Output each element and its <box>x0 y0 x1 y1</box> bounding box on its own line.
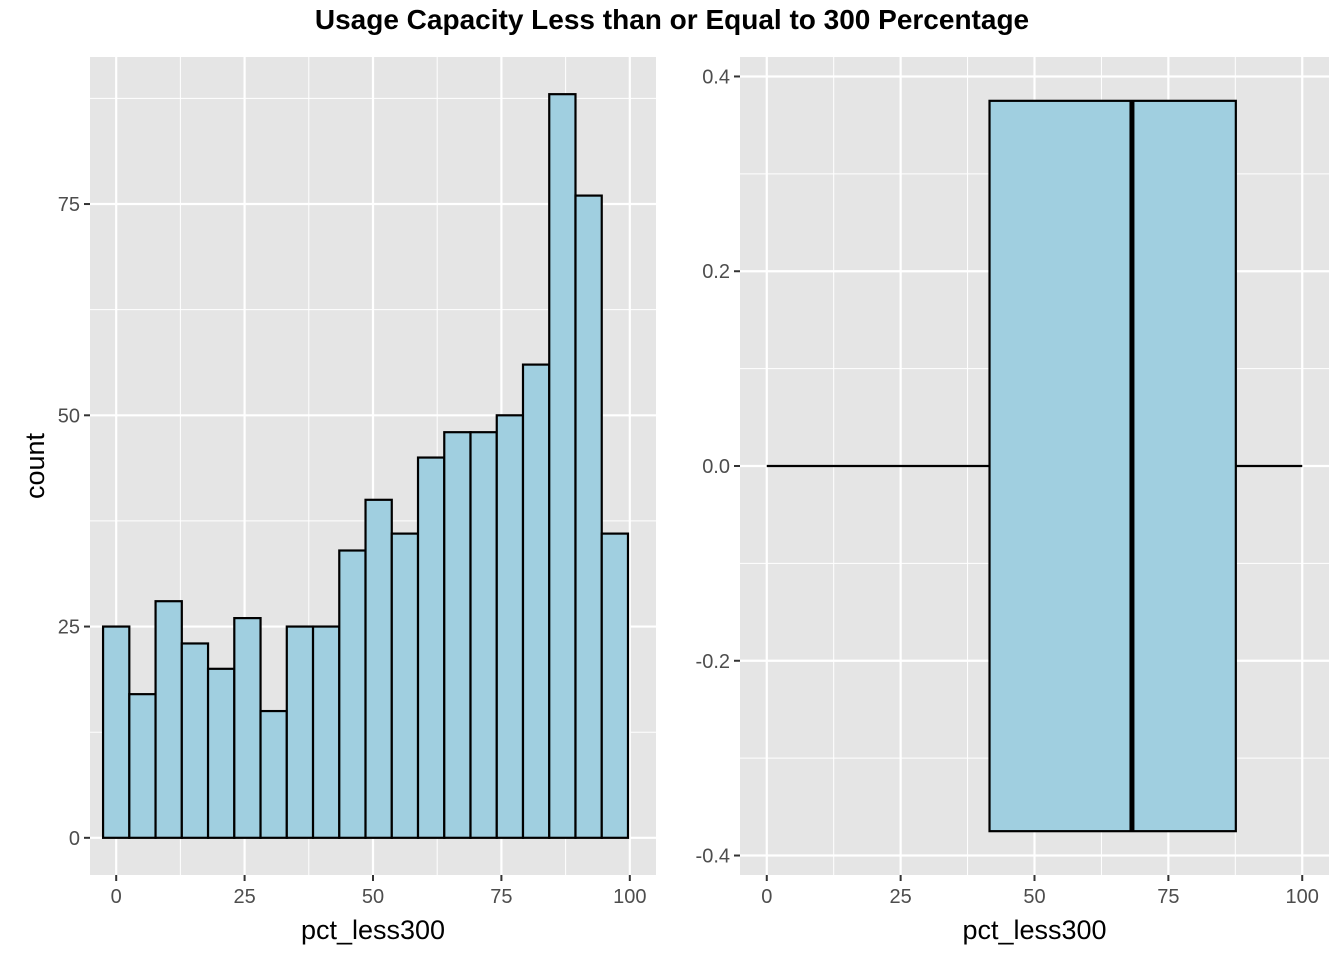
box-y-tick-label: 0.0 <box>702 456 730 478</box>
box-x-tick-label: 100 <box>1286 886 1319 908</box>
figure-title: Usage Capacity Less than or Equal to 300… <box>314 4 1030 35</box>
hist-x-tick-label: 25 <box>233 886 255 908</box>
histogram-bar <box>101 625 131 839</box>
hist-y-axis-title: count <box>20 432 50 499</box>
histogram-bar <box>338 549 367 839</box>
histogram-bar <box>206 667 236 839</box>
histogram-bar <box>390 532 420 839</box>
box-y-tick-label: 0.2 <box>702 261 730 283</box>
hist-x-tick-label: 75 <box>490 886 512 908</box>
hist-x-axis-title: pct_less300 <box>301 915 445 945</box>
hist-y-tick-label: 0 <box>69 828 80 850</box>
hist-y-tick-label: 25 <box>58 617 80 639</box>
box-x-tick-label: 75 <box>1157 886 1179 908</box>
box-x-tick-label: 0 <box>761 886 772 908</box>
histogram-bar <box>574 194 603 839</box>
histogram-bar <box>600 532 630 839</box>
histogram-chart: 0 25 50 75 100 0 25 50 75 pct_less300 count <box>20 57 656 945</box>
box-x-tick-label: 50 <box>1023 886 1045 908</box>
box-x-axis-title: pct_less300 <box>962 915 1106 945</box>
boxplot-box <box>988 99 1237 833</box>
hist-y-tick-label: 50 <box>58 405 80 427</box>
boxplot-chart: 0 25 50 75 100 -0.4 -0.2 0.0 0.2 0.4 pct_less300 <box>696 57 1329 945</box>
histogram-bar <box>416 456 446 839</box>
histogram-bar <box>364 498 393 839</box>
histogram-bar <box>285 625 315 839</box>
box-y-tick-label: -0.4 <box>696 846 730 868</box>
box-y-tick-label: -0.2 <box>696 651 730 673</box>
histogram-bar <box>259 709 288 839</box>
histogram-bar <box>469 431 498 839</box>
histogram-bar <box>128 693 157 839</box>
histogram-bar <box>548 93 577 839</box>
hist-x-tick-label: 0 <box>111 886 122 908</box>
hist-x-tick-label: 100 <box>613 886 646 908</box>
hist-x-tick-label: 50 <box>362 886 384 908</box>
histogram-bar <box>443 431 472 839</box>
histogram-bar <box>154 600 183 839</box>
histogram-bar <box>495 414 525 839</box>
histogram-bar <box>180 642 210 839</box>
histogram-bar <box>521 363 551 839</box>
box-x-tick-label: 25 <box>890 886 912 908</box>
histogram-bar <box>311 625 341 839</box>
hist-y-tick-label: 75 <box>58 194 80 216</box>
box-y-tick-label: 0.4 <box>702 66 730 88</box>
histogram-bar <box>233 617 262 839</box>
